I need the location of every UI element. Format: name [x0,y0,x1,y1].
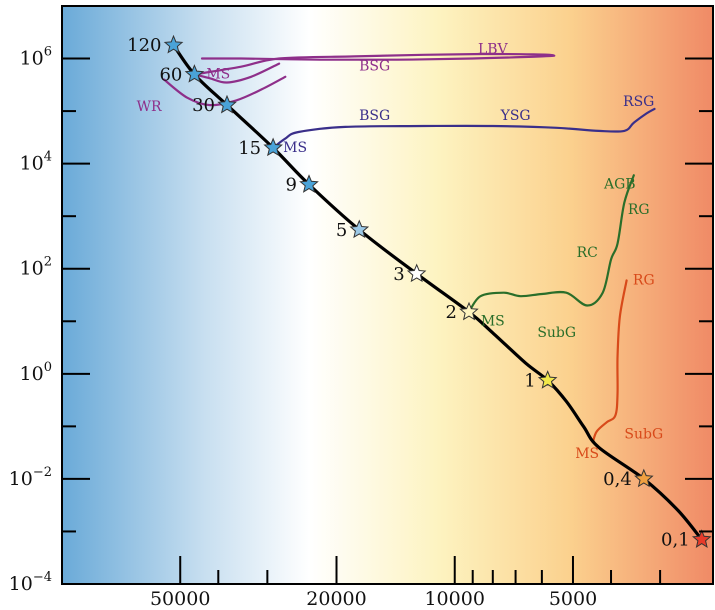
track-label-5: YSG [500,108,531,124]
evolution-track-1 [193,62,281,84]
main-sequence-layer [171,43,704,542]
star-marker-5 [349,219,370,239]
x-tick-label: 5000 [549,588,597,610]
axes: 106 104 102 100 10−2 10−4 50000 20000 10000 5000 [9,45,713,610]
star-marker-60 [184,64,205,83]
track-label-15: MS [575,446,599,462]
mass-label-1: 1 [524,370,535,391]
star-marker-3 [406,263,427,283]
y-tick-label: 106 [20,45,52,70]
mass-label-5: 5 [336,220,347,241]
mass-label-0,1: 0,1 [661,530,690,551]
y-tick-label: 100 [20,360,52,385]
star-marker-9 [299,174,319,193]
y-tick-label: 10−2 [9,465,52,490]
star-marker-15 [263,137,283,157]
mass-label-3: 3 [393,264,404,285]
track-label-6: RSG [623,94,654,110]
star-marker-0,1 [691,529,712,548]
y-tick-label: 102 [20,255,52,280]
track-label-7: MS [283,140,307,156]
evolution-track-5 [591,279,628,444]
star-marker-2 [459,301,479,321]
track-label-1: BSG [359,59,390,75]
track-label-14: SubG [624,427,663,443]
x-tick-label: 50000 [150,588,210,610]
mass-label-0,4: 0,4 [603,469,632,490]
plot-frame [61,5,714,585]
y-tick-label: 104 [20,150,52,175]
plot-background [62,6,713,584]
y-tick-label: 10−4 [9,570,52,595]
star-marker-120 [163,34,184,54]
track-label-9: RG [628,202,650,218]
track-label-4: BSG [359,108,390,124]
evolution-track-4 [467,174,635,314]
x-tick-label: 10000 [424,588,484,610]
star-marker-0,4 [634,468,654,488]
track-label-11: MS [481,313,505,329]
track-label-13: RG [633,272,655,288]
track-label-2: MS [206,66,230,82]
track-label-3: WR [137,99,162,115]
mass-label-120: 120 [127,35,161,56]
evolution-track-0 [193,52,556,76]
track-label-10: RC [577,245,598,261]
track-label-8: AGB [603,177,636,193]
star-marker-1 [537,370,558,389]
mass-label-15: 15 [238,138,261,159]
star-marker-30 [217,94,237,114]
mass-label-30: 30 [192,95,215,116]
mass-label-2: 2 [446,302,457,323]
mass-label-9: 9 [286,175,297,196]
track-label-0: LBV [478,41,509,57]
mass-label-60: 60 [159,64,182,85]
track-label-12: SubG [537,325,576,341]
mass-markers: 120 60 30 15 9 5 3 2 1 0,4 0,1 [127,34,712,551]
evolutionary-tracks [162,52,656,444]
x-tick-label: 20000 [306,588,366,610]
track-annotations: LBV BSG MS WR BSG YSG RSG MS AGB RG RC MS SubG RG SubG… [137,41,664,462]
main-sequence-line [171,43,704,542]
evolution-track-3 [272,107,656,149]
